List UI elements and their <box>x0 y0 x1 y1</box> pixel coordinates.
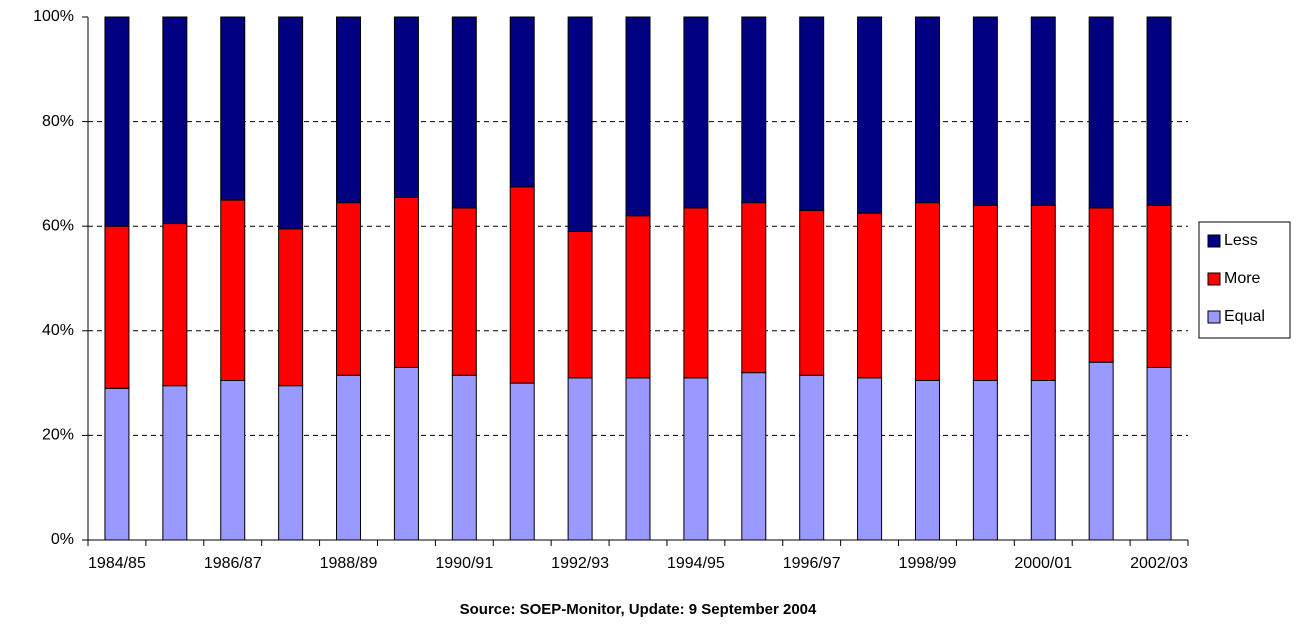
bar-segment <box>104 225 130 389</box>
x-tick-label: 1986/87 <box>204 555 262 572</box>
bar-segment <box>567 16 593 232</box>
x-tick-label: 1990/91 <box>435 555 493 572</box>
bar-segment <box>1030 379 1056 541</box>
bar-segment <box>451 16 477 209</box>
source-note: Source: SOEP-Monitor, Update: 9 Septembe… <box>460 601 817 618</box>
bar-segment <box>741 16 767 204</box>
bar-segment <box>336 16 362 204</box>
bar-segment <box>278 16 304 230</box>
bar-segment <box>799 210 825 376</box>
bar-segment <box>625 215 651 379</box>
bar-segment <box>393 366 419 541</box>
bar-segment <box>220 379 246 541</box>
bar-segment <box>1030 16 1056 206</box>
bar-segment <box>1146 16 1172 206</box>
bar-segment <box>1088 361 1114 541</box>
bar-segment <box>914 202 940 381</box>
bar-segment <box>104 16 130 227</box>
bar-segment <box>972 16 998 206</box>
bar-segment <box>104 387 130 541</box>
bar-segment <box>567 377 593 541</box>
bar-segment <box>857 212 883 379</box>
x-tick-label: 1996/97 <box>783 555 841 572</box>
y-tick-label: 20% <box>42 427 74 444</box>
y-tick-label: 0% <box>51 531 74 548</box>
bar-segment <box>1088 16 1114 209</box>
bar-segment <box>162 16 188 225</box>
bar-segment <box>914 379 940 541</box>
x-tick-label: 1998/99 <box>899 555 957 572</box>
x-tick-label: 1994/95 <box>667 555 725 572</box>
bar-segment <box>278 385 304 541</box>
bar-segment <box>683 377 709 541</box>
bar-segment <box>162 385 188 541</box>
legend-swatch <box>1207 234 1221 248</box>
bar-segment <box>1146 366 1172 541</box>
bar-segment <box>162 223 188 387</box>
bar-segment <box>1146 204 1172 368</box>
x-tick-label: 1984/85 <box>88 555 146 572</box>
bar-segment <box>451 207 477 376</box>
bar-segment <box>336 374 362 541</box>
y-tick-label: 80% <box>42 113 74 130</box>
bar-segment <box>625 16 651 217</box>
bar-segment <box>451 374 477 541</box>
bar-segment <box>393 16 419 198</box>
bar-segment <box>1030 204 1056 381</box>
bar-segment <box>683 16 709 209</box>
y-tick-label: 100% <box>33 8 74 25</box>
bar-segment <box>278 228 304 387</box>
y-tick-label: 60% <box>42 217 74 234</box>
bar-segment <box>799 374 825 541</box>
legend-swatch <box>1207 272 1221 286</box>
legend-label: Less <box>1224 232 1258 249</box>
x-tick-label: 1988/89 <box>320 555 378 572</box>
legend-label: Equal <box>1224 308 1265 325</box>
bar-segment <box>914 16 940 204</box>
bar-segment <box>567 230 593 379</box>
x-tick-label: 2000/01 <box>1014 555 1072 572</box>
bar-segment <box>220 199 246 381</box>
bar-segment <box>509 16 535 188</box>
bar-segment <box>857 16 883 214</box>
bar-segment <box>741 372 767 541</box>
bar-segment <box>509 382 535 541</box>
bar-segment <box>799 16 825 212</box>
x-tick-label: 2002/03 <box>1130 555 1188 572</box>
y-tick-label: 40% <box>42 322 74 339</box>
bar-segment <box>683 207 709 379</box>
legend-swatch <box>1207 310 1221 324</box>
bar-segment <box>336 202 362 376</box>
bar-segment <box>509 186 535 384</box>
bar-segment <box>1088 207 1114 363</box>
bar-segment <box>393 196 419 368</box>
bar-segment <box>972 204 998 381</box>
bar-segment <box>741 202 767 374</box>
bar-segment <box>220 16 246 201</box>
legend-label: More <box>1224 270 1261 287</box>
bar-segment <box>625 377 651 541</box>
bar-segment <box>972 379 998 541</box>
x-tick-label: 1992/93 <box>551 555 609 572</box>
bar-segment <box>857 377 883 541</box>
